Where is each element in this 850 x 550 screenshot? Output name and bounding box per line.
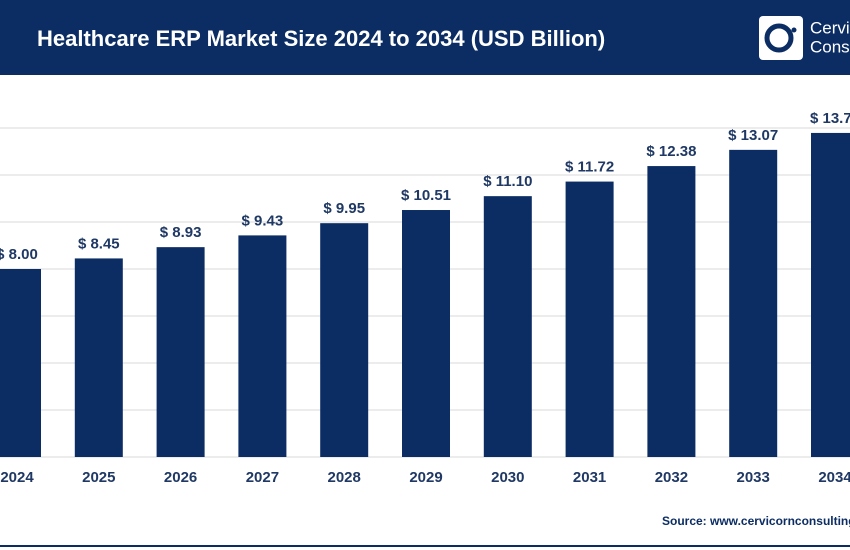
- x-tick-label: 2024: [0, 469, 34, 486]
- x-tick-label: 2026: [164, 469, 197, 486]
- x-tick-label: 2032: [655, 469, 688, 486]
- bar: [238, 235, 287, 457]
- header-bar: [0, 0, 850, 75]
- bar: [811, 132, 850, 457]
- x-tick-label: 2031: [573, 469, 606, 486]
- logo-dot: [791, 27, 797, 33]
- value-label: $ 11.72: [565, 159, 614, 176]
- bar: [483, 196, 532, 457]
- chart-title: Healthcare ERP Market Size 2024 to 2034 …: [37, 26, 605, 51]
- x-tick-label: 2027: [246, 469, 279, 486]
- x-tick-label: 2033: [737, 469, 770, 486]
- logo: Cervicorn Consulting: [759, 16, 850, 60]
- bar: [565, 181, 614, 457]
- x-tick-label: 2025: [82, 469, 115, 486]
- x-tick-label: 2028: [328, 469, 361, 486]
- value-label: $ 9.43: [242, 212, 284, 229]
- x-tick-label: 2034: [818, 469, 850, 486]
- brand-line: Consulting: [810, 37, 850, 56]
- bar: [402, 210, 450, 457]
- value-label: $ 9.95: [323, 200, 365, 217]
- value-label: $ 8.45: [78, 235, 120, 252]
- value-label: $ 8.00: [0, 246, 38, 263]
- value-label: $ 10.51: [401, 187, 451, 204]
- bar: [647, 166, 696, 457]
- x-tick-label: 2030: [491, 469, 524, 486]
- bar: [74, 258, 123, 457]
- bar: [0, 269, 41, 457]
- x-tick-label: 2029: [409, 469, 442, 486]
- value-label: $ 12.38: [646, 143, 696, 160]
- logo-mark: [764, 23, 794, 53]
- value-label: $ 8.93: [160, 224, 202, 241]
- bar: [320, 223, 369, 457]
- source-note: Source: www.cervicornconsulting.com: [662, 514, 850, 528]
- bar: [156, 247, 205, 457]
- value-label: $ 13.07: [728, 127, 778, 144]
- value-label: $ 13.79: [810, 110, 850, 127]
- value-label: $ 11.10: [483, 173, 532, 190]
- brand-line: Cervicorn: [810, 18, 850, 37]
- bar: [729, 149, 778, 458]
